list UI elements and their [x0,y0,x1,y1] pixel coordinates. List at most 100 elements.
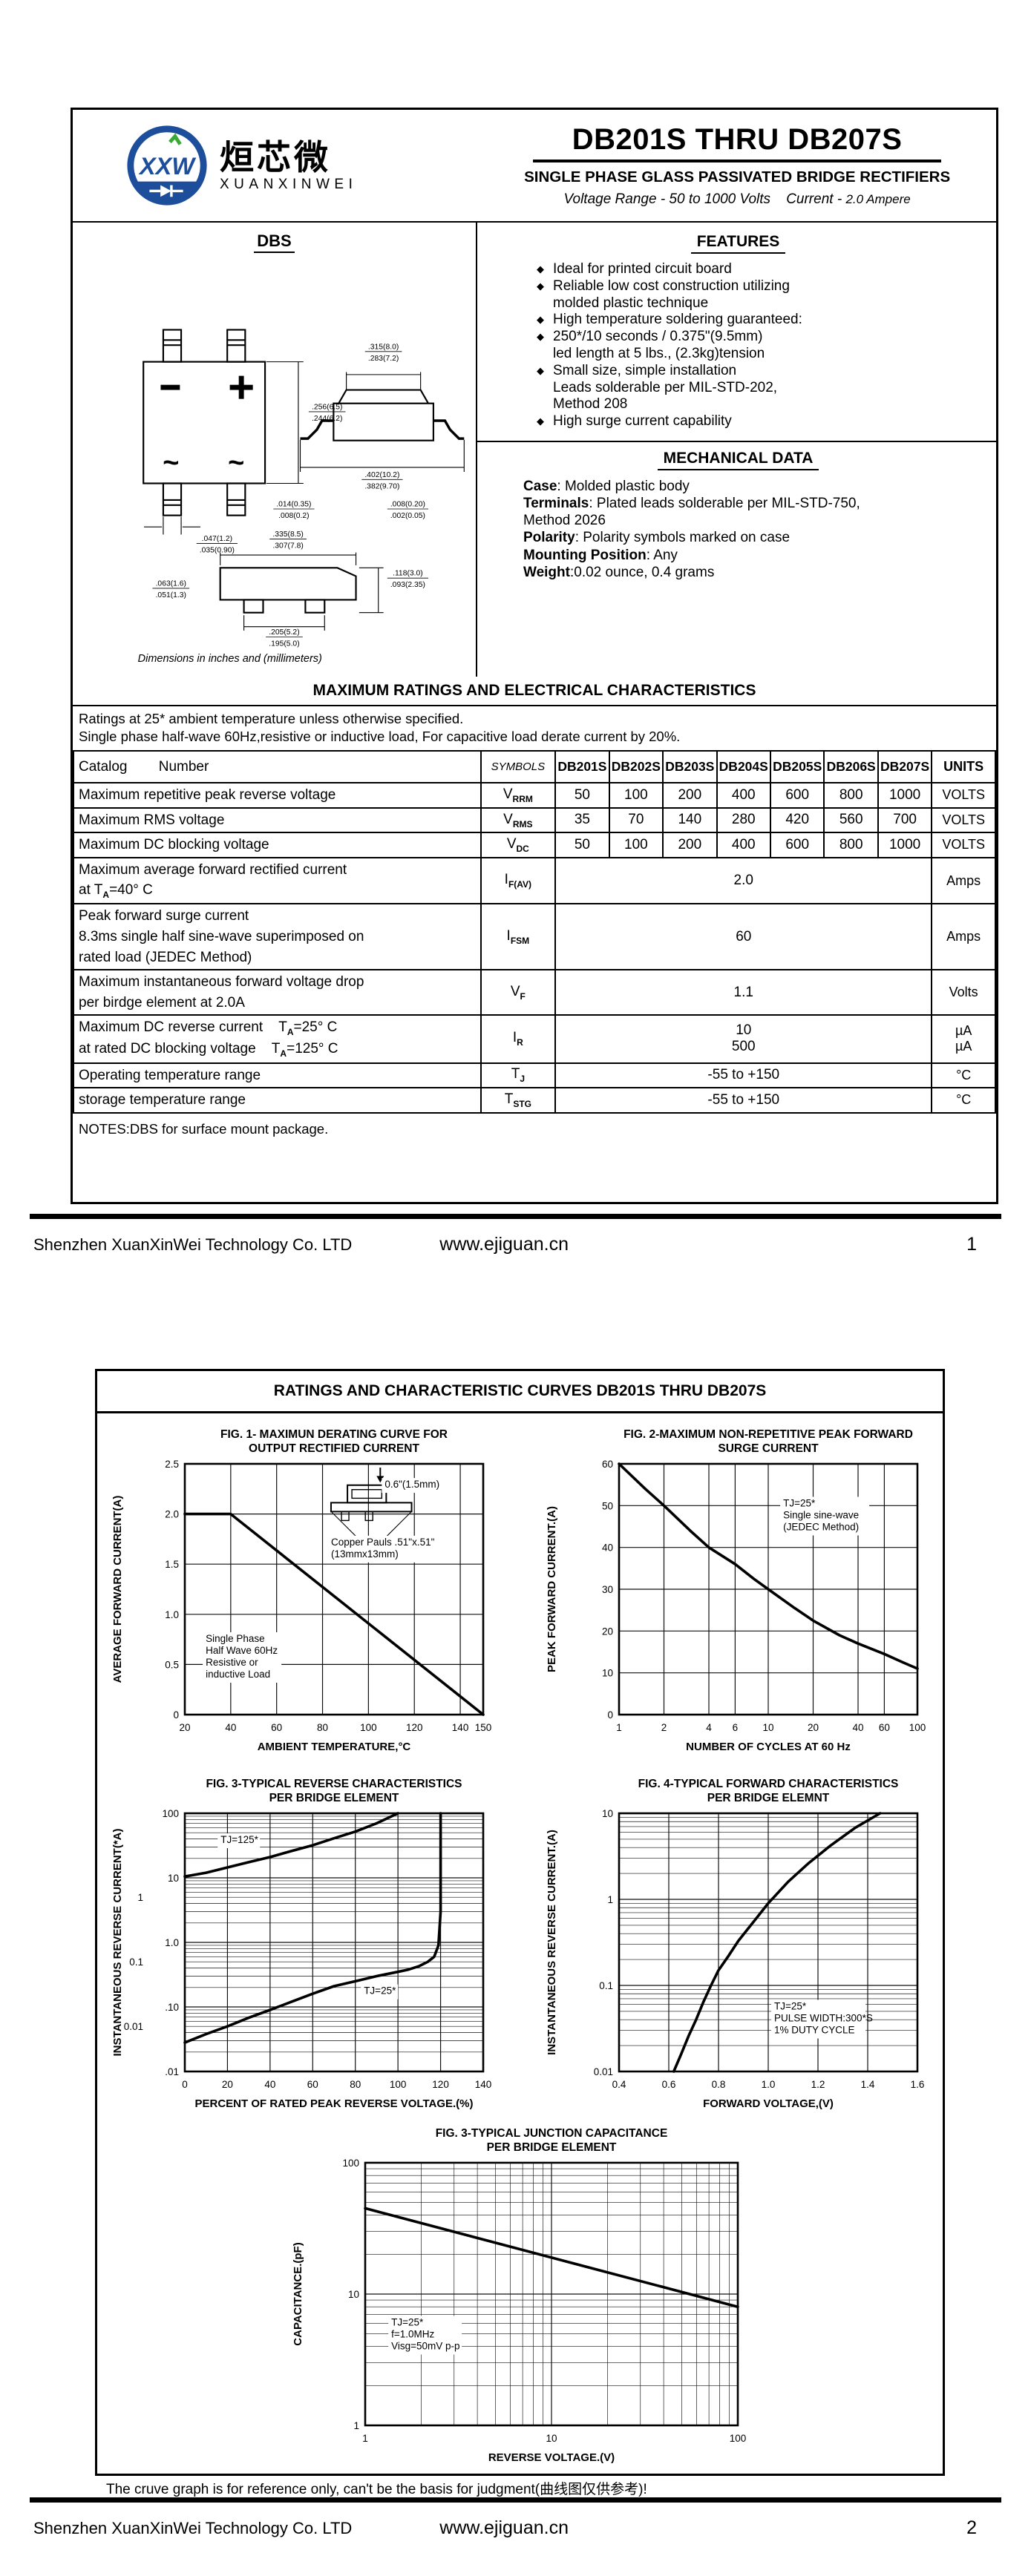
features-list: ◆ Ideal for printed circuit board ◆ Reliabl… [488,261,989,430]
svg-text:10: 10 [347,2289,359,2300]
dimension-lines [143,361,304,535]
rating-value: 1.1 [554,969,933,1016]
table-row: Maximum average forward rectified curren… [73,856,996,905]
rating-symbol: IFSM [480,903,557,971]
footer-company: Shenzhen XuanXinWei Technology Co. LTD [33,2519,353,2537]
svg-text:.051(1.3): .051(1.3) [155,591,186,599]
svg-text:1: 1 [616,1722,622,1733]
svg-text:0.1: 0.1 [599,1980,613,1991]
svg-text:(JEDEC Method): (JEDEC Method) [783,1521,859,1532]
rating-value: 60 [554,903,933,971]
rating-value: 400 [716,832,771,858]
svg-text:1.5: 1.5 [165,1559,179,1570]
chart-fig5-junction-capacitance: FIG. 3-TYPICAL JUNCTION CAPACITANCE PER B… [283,2123,759,2474]
svg-text:FIG. 4-TYPICAL FORWARD CHARACT: FIG. 4-TYPICAL FORWARD CHARACTERISTICS [638,1778,899,1790]
svg-text:1.0: 1.0 [165,1609,179,1620]
svg-text:0.6"(1.5mm): 0.6"(1.5mm) [384,1479,439,1490]
rating-label: storage temperature range [73,1087,482,1114]
svg-text:OUTPUT RECTIFIED CURRENT: OUTPUT RECTIFIED CURRENT [249,1442,419,1455]
rating-label: Maximum RMS voltage [73,806,482,834]
ratings-band-title: MAXIMUM RATINGS AND ELECTRICAL CHARACTER… [73,677,996,706]
part-column-header: DB203S [662,750,718,784]
svg-text:100: 100 [342,2158,359,2169]
logo-mark-icon: XXW [127,125,207,206]
ratings-table: Catalog Number SYMBOLS DB201S DB202S DB203S D… [73,750,996,1114]
part-column-header: DB201S [554,750,610,784]
svg-text:PEAK FORWARD CURRENT.(A): PEAK FORWARD CURRENT.(A) [546,1506,558,1672]
reference-only-note: The cruve graph is for reference only, c… [106,2482,647,2497]
svg-text:150: 150 [475,1722,492,1733]
svg-text:TJ=25*: TJ=25* [774,2000,807,2011]
rating-value: 800 [823,782,879,809]
footer-company: Shenzhen XuanXinWei Technology Co. LTD [33,1235,353,1254]
svg-text:.402(10.2): .402(10.2) [364,471,399,479]
svg-text:f=1.0MHz: f=1.0MHz [391,2328,434,2339]
svg-text:6: 6 [733,1722,739,1733]
table-row: storage temperature range TSTG -55 to +150… [73,1087,996,1114]
mechanical-data-line: Polarity: Polarity symbols marked on cas… [523,530,791,546]
svg-text:40: 40 [602,1542,613,1554]
svg-text:0.01: 0.01 [594,2066,613,2077]
rating-symbol: IR [480,1014,557,1064]
mechanical-data-line: Case: Molded plastic body [523,478,690,494]
svg-text:0.1: 0.1 [129,1956,143,1968]
rating-symbol: TSTG [480,1087,557,1114]
diode-symbol-icon [149,185,183,197]
svg-text:.256(6.5): .256(6.5) [312,403,342,411]
symbols-header: SYMBOLS [480,750,557,784]
rating-symbol: VRMS [480,806,557,834]
catalog-number-header: Catalog Number [73,750,482,784]
svg-text:FIG. 2-MAXIMUM NON-REPETITIVE: FIG. 2-MAXIMUM NON-REPETITIVE PEAK FORWA… [623,1428,913,1441]
chart-fig4-forward-characteristics: FIG. 4-TYPICAL FORWARD CHARACTERISTICS PE… [537,1773,938,2120]
feature-item: ◆ High surge current capability [537,413,732,430]
svg-text:60: 60 [307,2079,318,2090]
svg-text:.01: .01 [165,2066,179,2077]
device-description: SINGLE PHASE GLASS PASSIVATED BRIDGE REC… [524,168,951,185]
ratings-conditions: Ratings at 25* ambient temperature unles… [73,706,996,750]
svg-text:(13mmx13mm): (13mmx13mm) [331,1548,399,1560]
rating-value: 100 [608,832,664,858]
logo-text: 烜芯微 XUANXINWEI [220,140,357,191]
svg-text:TJ=25*: TJ=25* [364,1985,396,1997]
svg-text:30: 30 [602,1584,613,1595]
rating-unit: VOLTS [931,806,996,834]
diamond-bullet-icon: ◆ [537,364,544,376]
datasheet-page-2: RATINGS AND CHARACTERISTIC CURVES DB201S… [95,1369,945,2497]
rating-label: Maximum instantaneous forward voltage dr… [73,969,482,1016]
svg-text:.315(8.0): .315(8.0) [367,343,398,351]
svg-text:NUMBER OF CYCLES AT 60 Hz: NUMBER OF CYCLES AT 60 Hz [686,1741,851,1753]
svg-text:40: 40 [225,1722,236,1733]
feature-item: ◆ 250*/10 seconds / 0.375"(9.5mm) led leng… [537,329,765,361]
package-and-features: DBS ~ [73,223,996,677]
svg-text:.195(5.0): .195(5.0) [269,640,299,648]
curves-page-title: RATINGS AND CHARACTERISTIC CURVES DB201S… [97,1371,943,1413]
rating-value: 100 [608,782,664,809]
svg-text:.093(2.35): .093(2.35) [390,581,425,589]
features-heading: FEATURES [690,233,786,254]
rating-value: -55 to +150 [554,1087,933,1114]
table-row: Maximum instantaneous forward voltage dr… [73,969,996,1016]
mechanical-data-section: MECHANICAL DATA Case: Molded plastic bod… [477,442,996,677]
rating-value: 70 [608,806,664,834]
rating-unit: VOLTS [931,832,996,858]
svg-text:.335(8.5): .335(8.5) [272,530,303,539]
svg-text:.002(0.05): .002(0.05) [390,512,425,520]
svg-text:.008(0.20): .008(0.20) [390,501,425,509]
svg-text:.307(7.8): .307(7.8) [272,542,303,551]
svg-text:FIG. 3-TYPICAL JUNCTION CAPACI: FIG. 3-TYPICAL JUNCTION CAPACITANCE [435,2127,667,2140]
svg-text:Resistive or: Resistive or [206,1657,258,1668]
rating-value: 400 [716,782,771,809]
svg-text:20: 20 [808,1722,819,1733]
rating-value: 600 [769,832,825,858]
svg-text:AVERAGE FORWARD CURRENT(A): AVERAGE FORWARD CURRENT(A) [111,1496,124,1683]
svg-text:.008(0.2): .008(0.2) [278,512,309,520]
svg-text:.10: .10 [165,2002,179,2013]
rating-label: Maximum average forward rectified curren… [73,856,482,905]
feature-item: ◆ Reliable low cost construction utilizin… [537,277,790,311]
rating-value: 700 [877,806,933,834]
polarity-marks: ~ ~ [160,375,253,479]
svg-text:100: 100 [360,1722,377,1733]
svg-text:1.2: 1.2 [811,2079,825,2090]
svg-text:20: 20 [222,2079,233,2090]
